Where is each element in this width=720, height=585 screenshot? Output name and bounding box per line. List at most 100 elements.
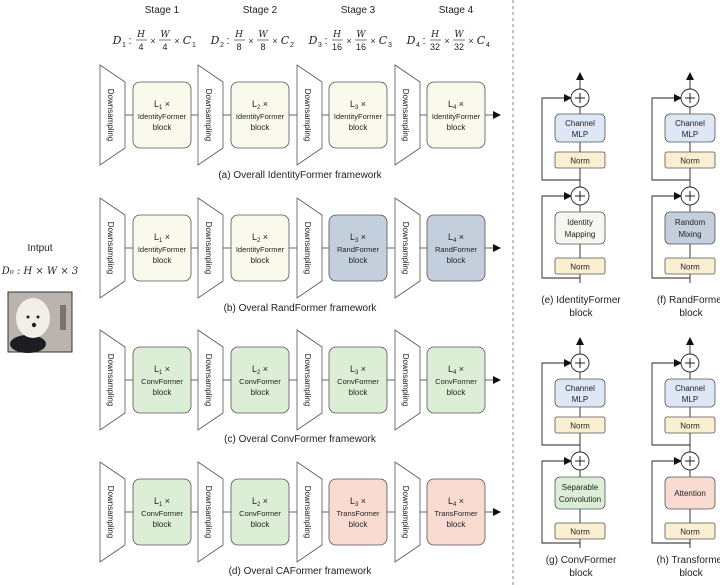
downsampling-label: Downsampling bbox=[204, 89, 213, 141]
depth-letter: L bbox=[448, 364, 453, 374]
formula-times: × bbox=[174, 36, 179, 46]
depth-index: 4 bbox=[453, 502, 457, 508]
stage-formula: D 1: H4×W4× C 1 bbox=[112, 30, 196, 52]
downsampling-layer: Downsampling bbox=[197, 197, 224, 299]
channel-mlp-box bbox=[664, 113, 716, 143]
downsampling-layer: Downsampling bbox=[99, 197, 126, 299]
block-sub: block bbox=[447, 123, 467, 132]
block-depth: L3 × bbox=[350, 99, 366, 111]
block-name: ConvFormer bbox=[141, 377, 183, 386]
panel-caption: block bbox=[679, 308, 703, 319]
downsampling-label: Downsampling bbox=[401, 89, 410, 141]
mlp-label: MLP bbox=[572, 130, 588, 139]
add-icon bbox=[570, 88, 590, 108]
mlp-label: Channel bbox=[675, 119, 705, 128]
add-icon bbox=[570, 353, 590, 373]
block-name: IdentityFormer bbox=[334, 112, 383, 121]
depth-letter: L bbox=[154, 99, 159, 109]
block-sub: block bbox=[251, 388, 271, 397]
block-depth: L1 × bbox=[154, 364, 170, 376]
times: × bbox=[456, 364, 464, 374]
downsampling-label: Downsampling bbox=[303, 89, 312, 141]
block-sub: block bbox=[349, 520, 369, 529]
downsampling-label: Downsampling bbox=[303, 222, 312, 274]
formula-h: H bbox=[430, 30, 439, 40]
channel-mlp-box bbox=[554, 113, 606, 143]
formula-h: H bbox=[136, 30, 145, 40]
block-name: TransFormer bbox=[336, 509, 380, 518]
times: × bbox=[162, 232, 170, 242]
times: × bbox=[358, 364, 366, 374]
block-sub: block bbox=[153, 520, 173, 529]
formula-colon: : bbox=[422, 35, 425, 47]
panel-caption: block bbox=[679, 568, 703, 579]
add-icon bbox=[680, 88, 700, 108]
downsampling-layer: Downsampling bbox=[99, 461, 126, 563]
depth-index: 2 bbox=[257, 105, 261, 111]
block-name: RandFormer bbox=[337, 245, 380, 254]
mlp-label: Channel bbox=[675, 384, 705, 393]
formula-w-den: 32 bbox=[454, 42, 464, 52]
depth-index: 1 bbox=[159, 370, 163, 376]
formula-csub: 2 bbox=[290, 42, 294, 49]
mixer-label: Attention bbox=[674, 489, 706, 498]
formula-sub: 1 bbox=[122, 42, 126, 49]
downsampling-layer: Downsampling bbox=[296, 64, 323, 166]
formula-h-den: 8 bbox=[236, 42, 241, 52]
channel-mlp-box bbox=[664, 378, 716, 408]
norm-box bbox=[554, 257, 606, 275]
downsampling-layer: Downsampling bbox=[197, 64, 224, 166]
downsampling-label: Downsampling bbox=[106, 89, 115, 141]
formula-h-den: 16 bbox=[332, 42, 342, 52]
residual-connection bbox=[541, 359, 580, 446]
depth-letter: L bbox=[252, 496, 257, 506]
formula-times: × bbox=[444, 36, 449, 46]
norm-label: Norm bbox=[570, 422, 590, 431]
block-sub: block bbox=[251, 256, 271, 265]
formula-times: × bbox=[272, 36, 277, 46]
stage-formula: D 2: H8×W8× C 2 bbox=[210, 30, 294, 52]
depth-index: 1 bbox=[159, 238, 163, 244]
framework-caption: (b) Overal RandFormer framework bbox=[224, 303, 378, 314]
downsampling-label: Downsampling bbox=[106, 354, 115, 406]
add-icon bbox=[570, 186, 590, 206]
formula-h-den: 32 bbox=[430, 42, 440, 52]
add-icon bbox=[680, 353, 700, 373]
formula-c: C bbox=[281, 34, 290, 47]
block-depth: L3 × bbox=[350, 364, 366, 376]
depth-letter: L bbox=[350, 99, 355, 109]
add-icon bbox=[570, 451, 590, 471]
formula-h: H bbox=[234, 30, 243, 40]
framework-caption: (d) Overal CAFormer framework bbox=[229, 566, 373, 577]
residual-connection bbox=[541, 192, 580, 279]
norm-box bbox=[554, 416, 606, 434]
residual-connection bbox=[651, 192, 690, 279]
formula-times: × bbox=[468, 36, 473, 46]
formula-d: D bbox=[308, 34, 318, 47]
block-depth: L4 × bbox=[448, 99, 464, 111]
formula-d: D bbox=[210, 34, 220, 47]
times: × bbox=[260, 99, 268, 109]
stage-block-trans: L3 ×TransFormer block bbox=[328, 478, 388, 546]
panel-caption: (h) Transformer bbox=[657, 555, 720, 566]
token-mixer-box bbox=[664, 211, 716, 245]
depth-index: 2 bbox=[257, 370, 261, 376]
formula-w: W bbox=[454, 30, 464, 40]
block-depth: L3 × bbox=[350, 496, 366, 508]
stage-label: Stage 2 bbox=[243, 5, 278, 16]
mixer-label: Random bbox=[675, 218, 706, 227]
block-depth: L1 × bbox=[154, 232, 170, 244]
depth-index: 1 bbox=[159, 105, 163, 111]
formula-csub: 1 bbox=[192, 42, 196, 49]
downsampling-layer: Downsampling bbox=[99, 329, 126, 431]
